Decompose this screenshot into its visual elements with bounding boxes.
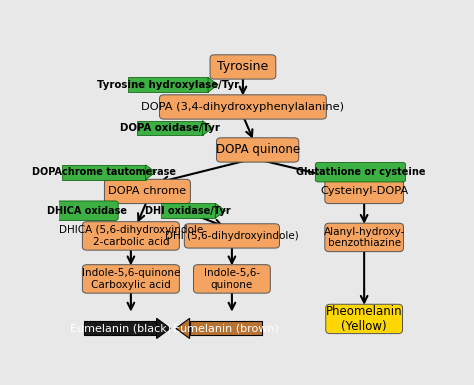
FancyBboxPatch shape — [210, 55, 276, 79]
FancyBboxPatch shape — [325, 179, 403, 204]
Text: Cysteinyl-DOPA: Cysteinyl-DOPA — [320, 186, 408, 196]
FancyBboxPatch shape — [128, 77, 208, 92]
FancyBboxPatch shape — [82, 222, 179, 250]
Text: DHI oxidase/Tyr: DHI oxidase/Tyr — [146, 206, 231, 216]
FancyBboxPatch shape — [55, 201, 118, 221]
Text: Eumelanin (brown): Eumelanin (brown) — [173, 323, 279, 333]
Text: Glutathione or cysteine: Glutathione or cysteine — [296, 167, 425, 177]
FancyBboxPatch shape — [184, 224, 280, 248]
FancyBboxPatch shape — [190, 321, 262, 335]
Polygon shape — [156, 318, 170, 338]
Text: DOPA chrome: DOPA chrome — [109, 186, 186, 196]
FancyBboxPatch shape — [325, 223, 403, 252]
Polygon shape — [146, 165, 155, 179]
Text: DOPAchrome tautomerase: DOPAchrome tautomerase — [32, 167, 176, 177]
FancyBboxPatch shape — [137, 121, 202, 136]
Polygon shape — [202, 121, 213, 136]
Polygon shape — [215, 203, 226, 218]
Polygon shape — [208, 77, 218, 92]
Text: Tyrosine: Tyrosine — [217, 60, 269, 74]
FancyBboxPatch shape — [104, 179, 191, 204]
Text: DOPA quinone: DOPA quinone — [216, 144, 300, 156]
FancyBboxPatch shape — [193, 264, 270, 293]
Text: DOPA oxidase/Tyr: DOPA oxidase/Tyr — [120, 123, 220, 133]
FancyBboxPatch shape — [160, 95, 326, 119]
FancyBboxPatch shape — [62, 165, 146, 179]
Text: Eumelanin (black): Eumelanin (black) — [70, 323, 171, 333]
Text: DHICA oxidase: DHICA oxidase — [47, 206, 127, 216]
Text: DOPA (3,4-dihydroxyphenylalanine): DOPA (3,4-dihydroxyphenylalanine) — [141, 102, 345, 112]
Text: DHICA (5,6-dihydroxyindole
2-carbolic acid: DHICA (5,6-dihydroxyindole 2-carbolic ac… — [59, 225, 203, 247]
Text: Indole-5,6-quinone
Carboxylic acid: Indole-5,6-quinone Carboxylic acid — [82, 268, 180, 290]
Polygon shape — [176, 318, 190, 338]
FancyBboxPatch shape — [82, 264, 179, 293]
FancyBboxPatch shape — [84, 321, 156, 335]
FancyBboxPatch shape — [217, 138, 299, 162]
Text: Indole-5,6-
quinone: Indole-5,6- quinone — [204, 268, 260, 290]
Text: DHI (5,6-dihydroxyindole): DHI (5,6-dihydroxyindole) — [165, 231, 299, 241]
FancyBboxPatch shape — [161, 203, 215, 218]
FancyBboxPatch shape — [315, 162, 406, 182]
Text: Pheomelanin
(Yellow): Pheomelanin (Yellow) — [326, 305, 402, 333]
FancyBboxPatch shape — [326, 304, 402, 334]
Text: Alanyl-hydroxy-
benzothiazine: Alanyl-hydroxy- benzothiazine — [323, 227, 405, 248]
Text: Tyrosine hydroxylase/Tyr: Tyrosine hydroxylase/Tyr — [97, 80, 239, 90]
